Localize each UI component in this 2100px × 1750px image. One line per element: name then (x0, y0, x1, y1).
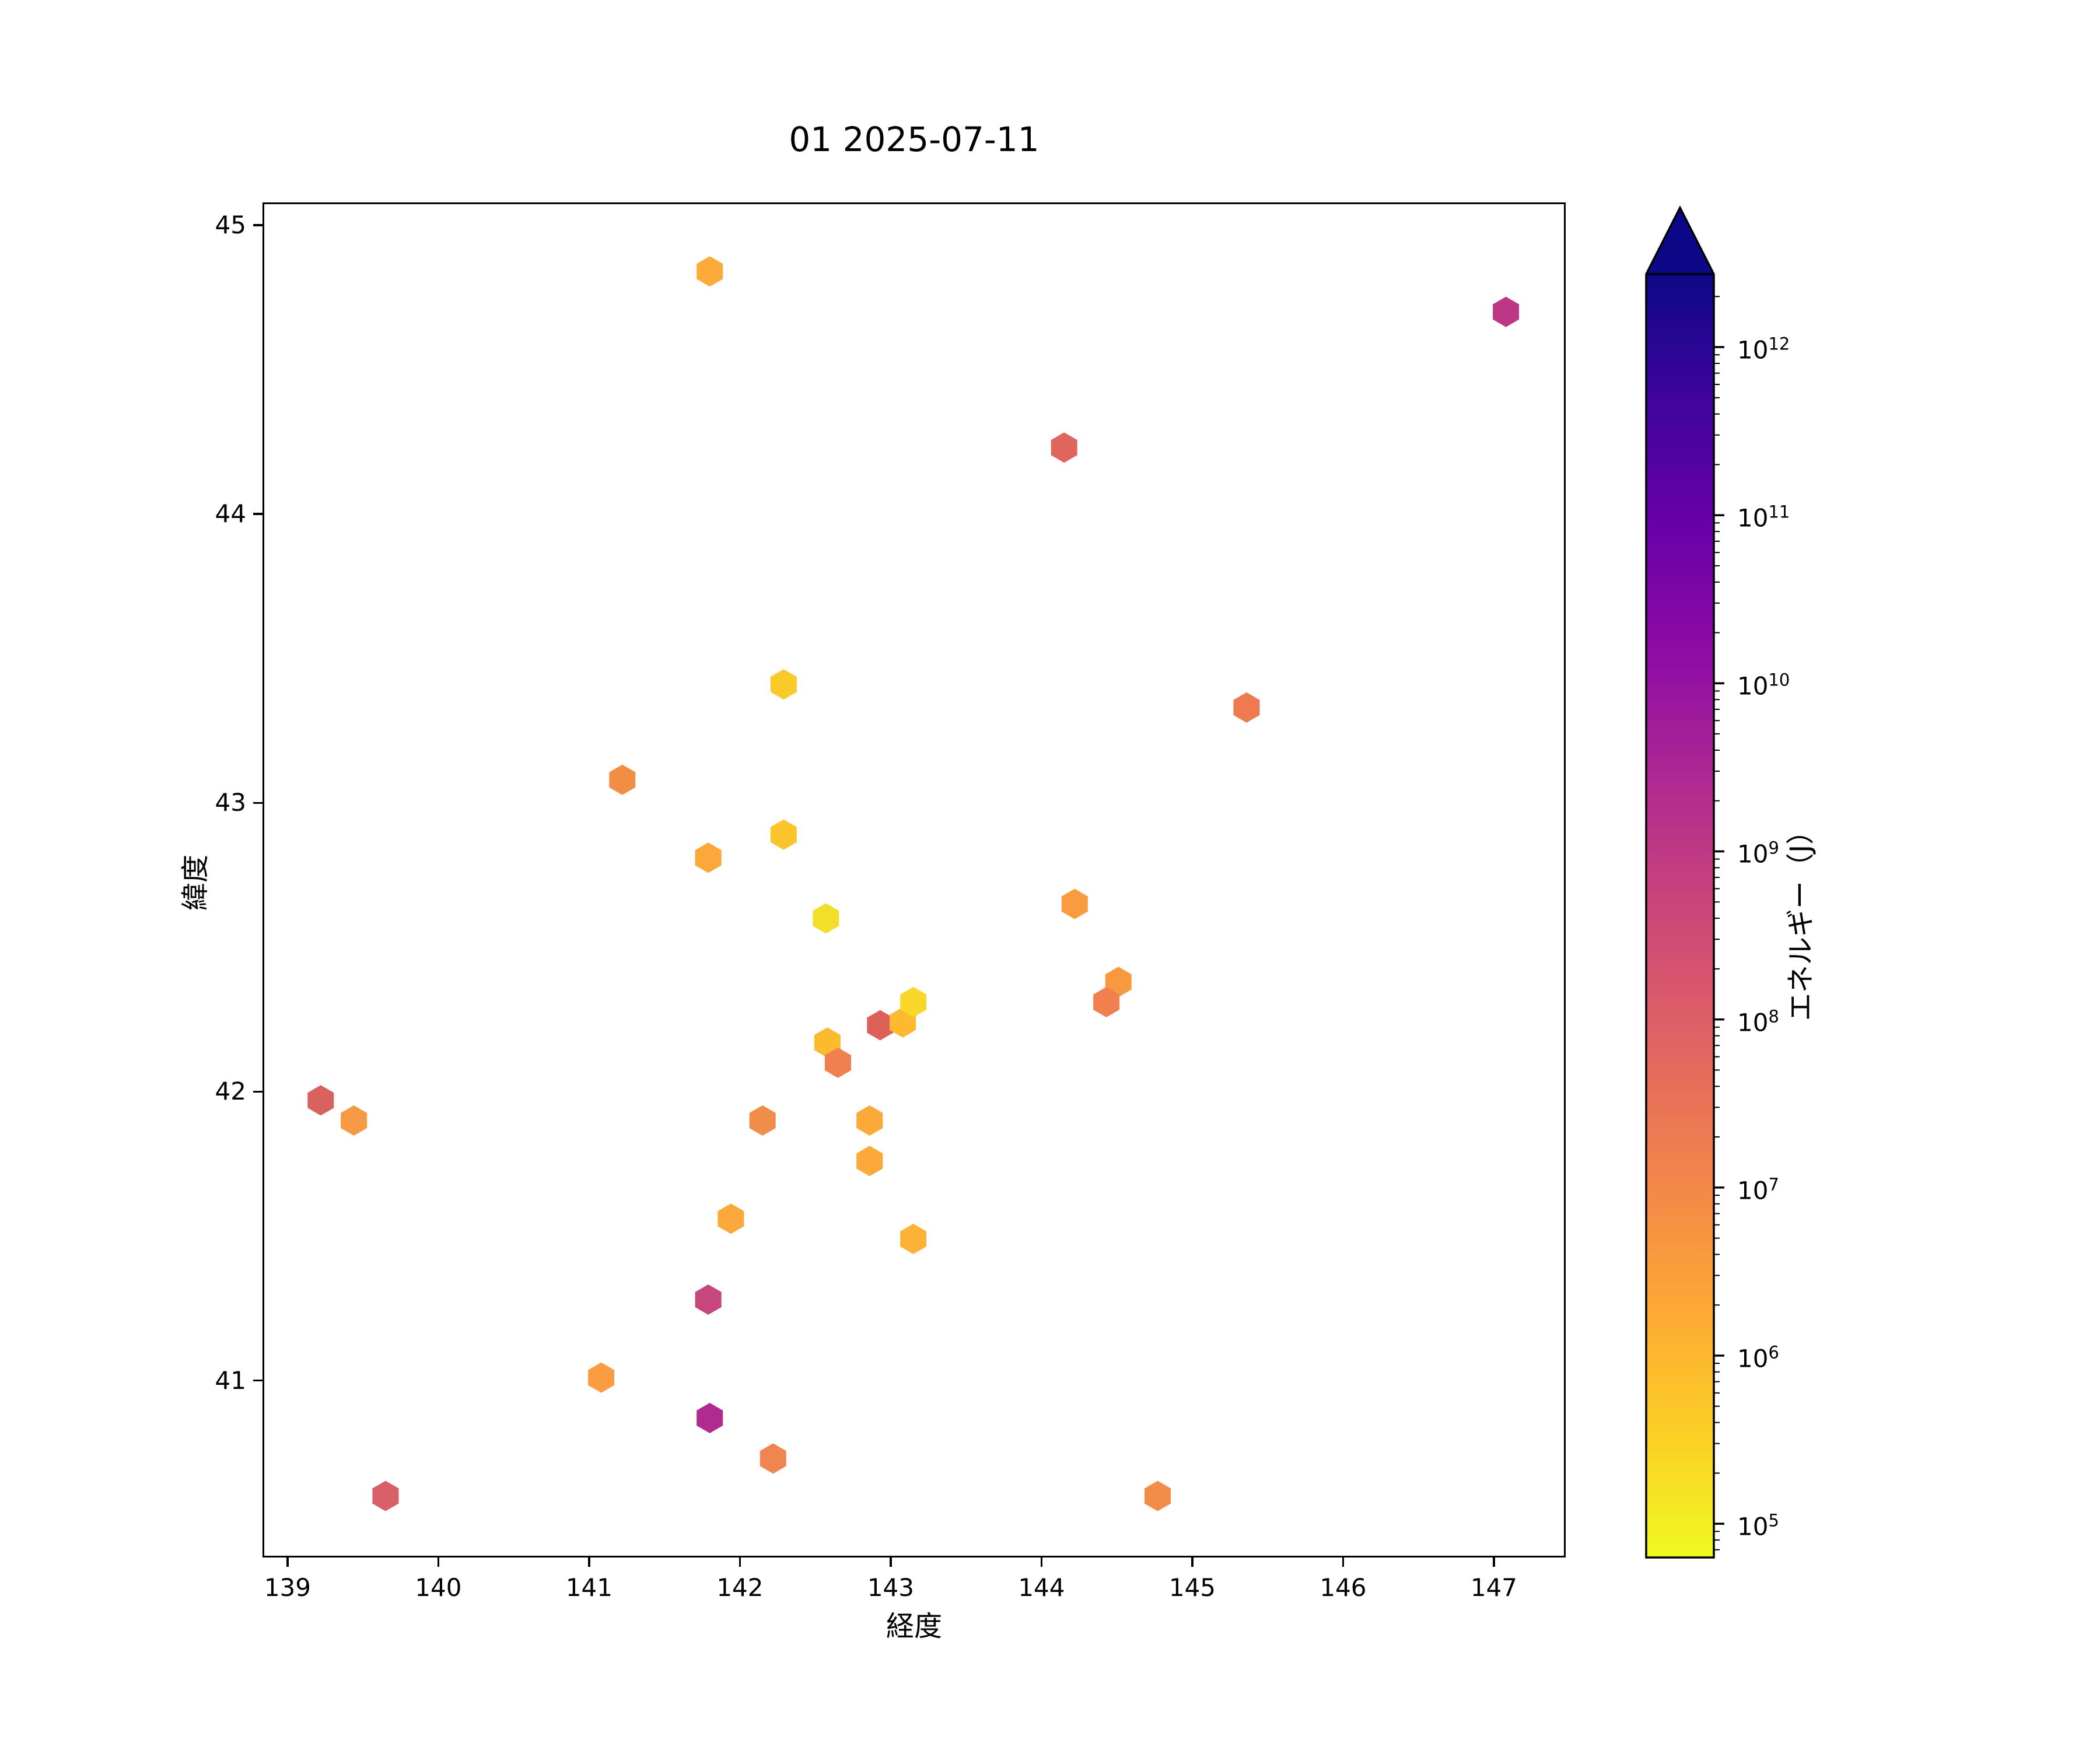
hexagon-marker (372, 1480, 399, 1511)
hexagon-marker (824, 1047, 851, 1078)
x-tick-label: 147 (1470, 1573, 1518, 1602)
x-tick-label: 143 (867, 1573, 915, 1602)
x-tick-label: 139 (264, 1573, 311, 1602)
hexagon-marker (1051, 432, 1077, 463)
hexagon-marker (1105, 967, 1132, 998)
hexagon-marker (696, 256, 723, 287)
hexagon-marker (749, 1105, 776, 1136)
hexagon-marker (1061, 888, 1088, 919)
x-tick-label: 141 (565, 1573, 612, 1602)
x-tick-label: 144 (1018, 1573, 1065, 1602)
colorbar-tick-label: 107 (1737, 1174, 1779, 1205)
hexagon-marker (1493, 296, 1520, 327)
y-tick (253, 1379, 262, 1382)
y-tick-label: 43 (215, 788, 246, 817)
hexagon-marker (307, 1085, 334, 1116)
hexagon-marker (813, 903, 839, 934)
colorbar-tick-label: 1010 (1737, 670, 1790, 701)
x-tick-label: 142 (716, 1573, 764, 1602)
x-tick (738, 1558, 741, 1567)
colorbar-tick-label: 1012 (1737, 334, 1790, 365)
hexagon-marker (856, 1146, 883, 1177)
y-tick (253, 1090, 262, 1093)
x-tick (588, 1558, 590, 1567)
x-tick-label: 146 (1320, 1573, 1367, 1602)
hexagon-marker (588, 1362, 615, 1393)
hexagon-marker (695, 1284, 722, 1315)
x-tick (1040, 1558, 1043, 1567)
x-tick (1342, 1558, 1345, 1567)
colorbar-extend-arrow (1646, 208, 1714, 274)
hexagon-marker (856, 1105, 883, 1136)
hexagon-marker (718, 1203, 744, 1234)
hexagon-marker (900, 1223, 927, 1254)
hexagon-marker (760, 1443, 786, 1474)
colorbar-outline (1645, 205, 1715, 1559)
y-tick (253, 513, 262, 515)
hexagon-marker (341, 1105, 368, 1136)
x-tick (1191, 1558, 1194, 1567)
colorbar-label: エネルギー（J） (1784, 816, 1817, 1021)
x-tick (437, 1558, 440, 1567)
y-tick-label: 44 (215, 499, 246, 528)
x-tick-label: 145 (1168, 1573, 1216, 1602)
x-tick (890, 1558, 892, 1567)
plot-area (262, 202, 1566, 1558)
colorbar-tick-label: 108 (1737, 1006, 1779, 1037)
colorbar-tick-label: 105 (1737, 1510, 1779, 1541)
colorbar-tick-label: 109 (1737, 838, 1779, 869)
hexagon-marker (1233, 692, 1260, 723)
y-tick-label: 45 (215, 211, 246, 240)
colorbar-gradient (1646, 274, 1714, 1558)
x-tick-label: 140 (415, 1573, 462, 1602)
hexagon-marker (900, 986, 927, 1017)
colorbar-tick-label: 1011 (1737, 502, 1790, 533)
y-tick-label: 42 (215, 1077, 246, 1106)
y-tick-label: 41 (215, 1366, 246, 1395)
hexagon-marker (695, 842, 722, 873)
chart-title: 01 2025-07-11 (789, 120, 1040, 159)
hexagon-marker (609, 764, 636, 795)
hexagon-marker (1093, 986, 1120, 1017)
hexagon-marker (770, 819, 797, 850)
colorbar-tick-label: 106 (1737, 1342, 1779, 1373)
hexagon-marker (696, 1402, 723, 1433)
y-tick (253, 802, 262, 804)
x-tick (286, 1558, 289, 1567)
x-tick (1493, 1558, 1495, 1567)
y-tick (253, 224, 262, 226)
hexagon-marker (770, 669, 797, 700)
x-axis-label: 経度 (886, 1610, 942, 1643)
hexagon-marker (867, 1010, 894, 1041)
hexagon-marker (1144, 1480, 1171, 1511)
